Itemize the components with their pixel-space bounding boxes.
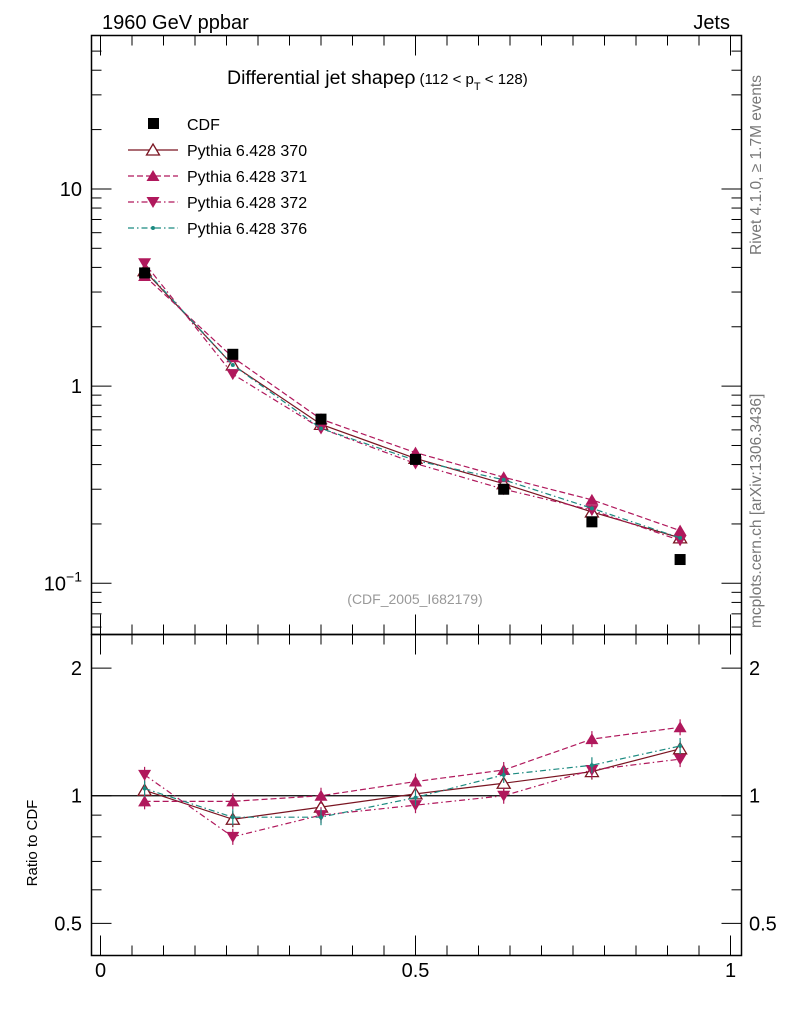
analysis-tag: (CDF_2005_I682179): [347, 591, 482, 607]
main-ytick-label-exponent: −1: [66, 568, 82, 584]
series-point-ratio: [142, 786, 147, 791]
ratio-ytick-label-right: 1: [749, 786, 760, 808]
series-point-ratio: [673, 754, 687, 766]
ratio-ytick-label-right: 2: [749, 658, 760, 680]
legend-371-label: Pythia 6.428 371: [187, 169, 307, 186]
series-point-main: [589, 506, 594, 511]
xtick-label: 0.5: [402, 960, 430, 982]
main-ytick-label: 10−1: [44, 568, 82, 595]
series-line-main: [144, 270, 681, 539]
legend: CDF Pythia 6.428 370 Pythia 6.428 371 Py…: [128, 117, 307, 238]
series-point-ratio: [409, 800, 422, 812]
ratio-ytick-label: 2: [71, 658, 82, 680]
series-point-ratio: [138, 795, 152, 807]
main-ytick-label-base: 10: [44, 573, 66, 595]
chart-title: Differential jet shapeρ (112 < pT < 128): [227, 67, 528, 93]
legend-entry-370: Pythia 6.428 370: [128, 142, 307, 160]
data-point: [139, 267, 151, 279]
series-point-main: [678, 535, 683, 540]
legend-entry-372: Pythia 6.428 372: [128, 195, 307, 212]
data-point: [410, 453, 421, 465]
series-point-main: [585, 493, 599, 505]
series-point-ratio: [138, 769, 152, 781]
series-1: [136, 263, 688, 828]
xtick-label: 0: [95, 960, 106, 982]
header-left: 1960 GeV ppbar: [102, 12, 249, 34]
ratio-ytick-label-right: 0.5: [749, 913, 777, 935]
ratio-ytick-label: 1: [71, 786, 82, 808]
rivet-label: Rivet 4.1.0, ≥ 1.7M events: [748, 75, 765, 255]
series-point-ratio: [409, 775, 422, 787]
legend-376-marker: [151, 226, 155, 230]
data-point: [498, 483, 510, 495]
chart-title-text: Differential jet shapeρ: [227, 67, 416, 89]
series-line-ratio: [144, 726, 681, 802]
title-range-a: (112 < p: [420, 71, 474, 88]
legend-372-label: Pythia 6.428 372: [187, 195, 307, 212]
series-point-main: [138, 258, 152, 270]
xtick-label: 1: [725, 960, 736, 982]
series-point-ratio: [497, 790, 511, 802]
ratio-ytick-label: 0.5: [54, 913, 82, 935]
data-point: [227, 348, 239, 360]
title-range-b: < 128): [481, 71, 528, 88]
data-point: [586, 516, 598, 528]
series-point-ratio: [230, 815, 235, 820]
series-point-main: [319, 426, 323, 431]
legend-cdf-marker: [148, 118, 159, 129]
mcplots-label: mcplots.cern.ch [arXiv:1306.3436]: [748, 394, 765, 628]
series-4: [142, 267, 683, 826]
series-point-main: [497, 471, 511, 483]
series-point-ratio: [319, 815, 323, 820]
data-point: [674, 554, 686, 566]
legend-entry-376: Pythia 6.428 376: [128, 221, 307, 238]
main-ytick-label: 10: [60, 179, 82, 201]
series-point-ratio: [226, 795, 240, 807]
legend-372-marker: [146, 197, 160, 208]
ratio-ylabel: Ratio to CDF: [24, 800, 41, 887]
series-point-main: [226, 369, 240, 381]
series-point-ratio: [585, 733, 599, 745]
data-point: [315, 413, 327, 425]
series-point-main: [230, 362, 235, 367]
series-point-ratio: [226, 831, 240, 843]
legend-entry-371: Pythia 6.428 371: [128, 169, 307, 186]
series-point-ratio: [501, 772, 506, 777]
legend-entry-cdf: CDF: [148, 117, 220, 134]
legend-370-marker: [145, 142, 161, 156]
series-line-main: [144, 262, 681, 541]
series-point-ratio: [589, 763, 594, 768]
title-range-sub: T: [474, 81, 481, 93]
series-point-ratio: [314, 789, 328, 801]
main-ytick-label: 1: [71, 376, 82, 398]
series-point-main: [673, 535, 687, 547]
legend-376-label: Pythia 6.428 376: [187, 221, 307, 238]
series-layer: [136, 258, 688, 845]
series-line-main: [144, 269, 681, 539]
series-point-main: [501, 477, 506, 482]
legend-371-marker: [146, 170, 160, 181]
series-line-main: [144, 275, 681, 532]
header-right: Jets: [693, 12, 730, 34]
legend-370-label: Pythia 6.428 370: [187, 143, 307, 160]
series-point-ratio: [673, 721, 687, 733]
data-cdf: [139, 267, 686, 566]
ratio-panel-frame: [90, 633, 743, 957]
series-point-ratio: [413, 795, 418, 800]
series-point-ratio: [678, 744, 683, 749]
legend-cdf-label: CDF: [187, 117, 220, 134]
series-point-main: [673, 524, 687, 536]
